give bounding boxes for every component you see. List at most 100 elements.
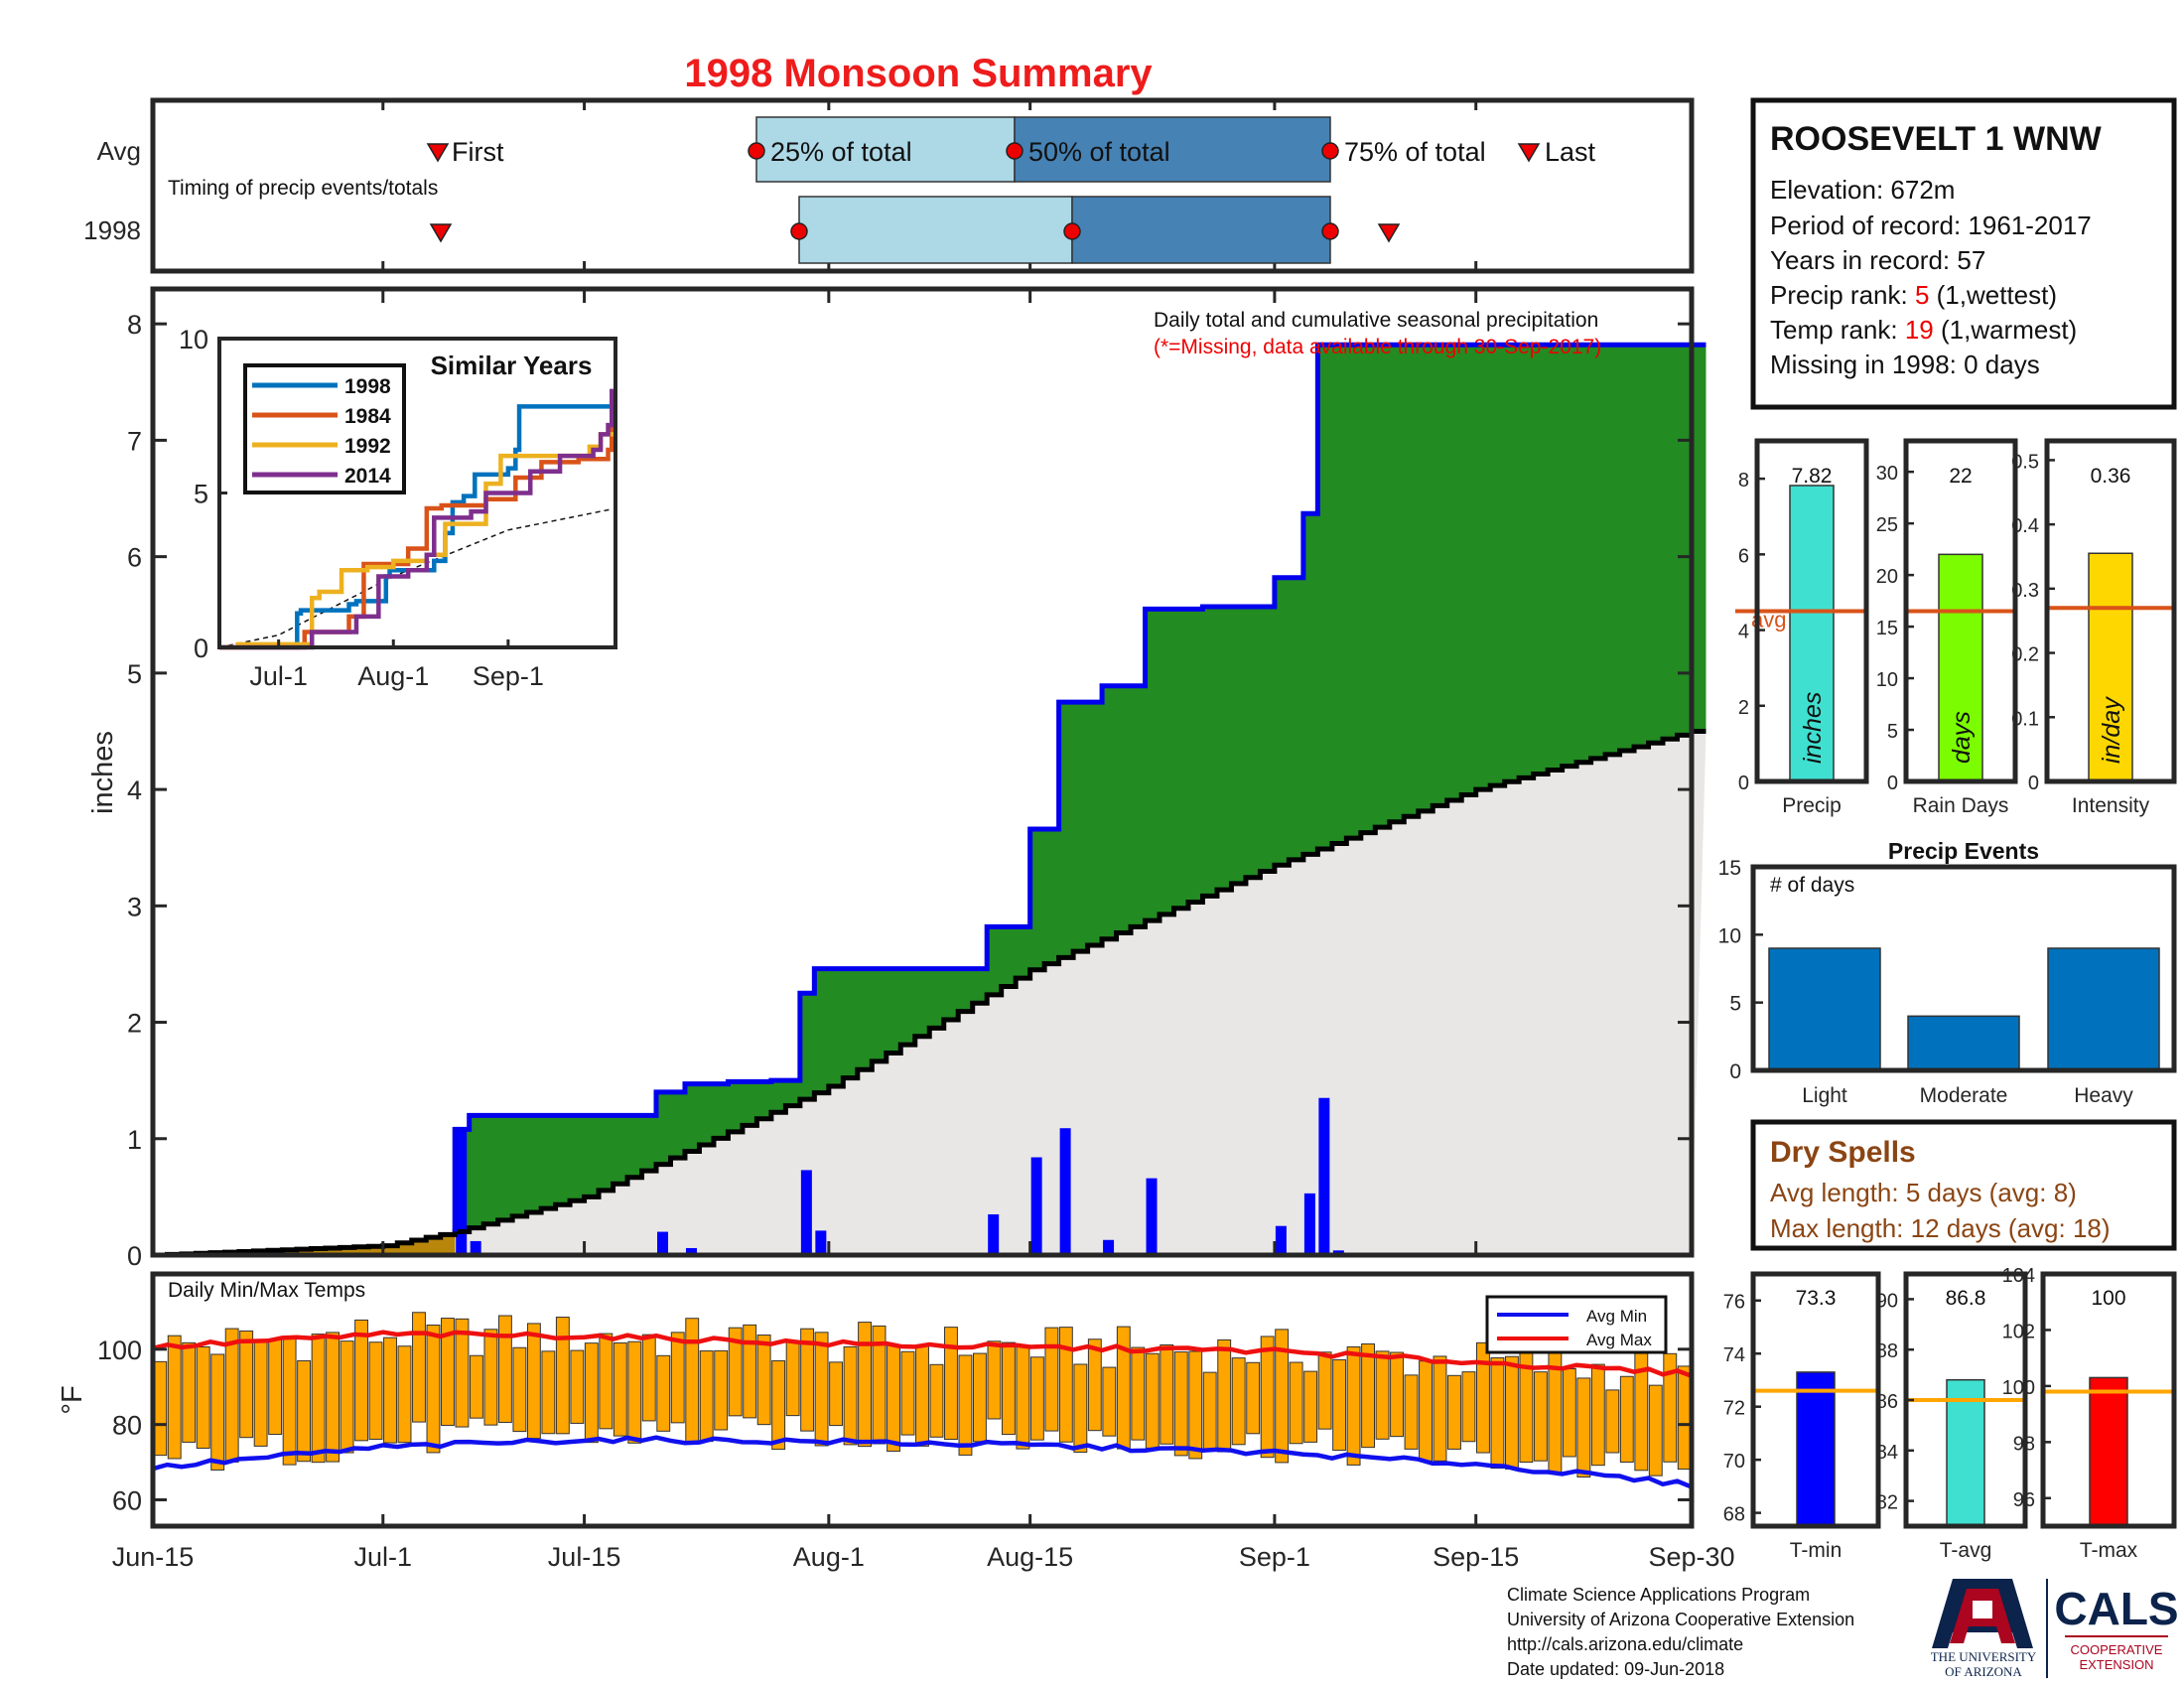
summary-ytick-label: 5	[1887, 721, 1898, 743]
daily-precip-bar	[657, 1231, 669, 1255]
early-season-area	[153, 1234, 456, 1255]
timing-row-year-label: 1998	[83, 215, 141, 245]
daily-temp-bar	[1677, 1365, 1692, 1471]
summary-ytick-label: 10	[1876, 669, 1898, 691]
daily-temp-bar	[311, 1334, 326, 1464]
precip-ytick-label: 7	[127, 426, 142, 456]
daily-temp-bar	[1590, 1363, 1605, 1467]
events-title: Precip Events	[1888, 838, 2039, 864]
daily-temp-bar	[1605, 1389, 1620, 1454]
daily-temp-bar	[541, 1350, 556, 1435]
daily-temp-bar	[1001, 1341, 1016, 1436]
daily-temp-bar	[1476, 1341, 1490, 1454]
daily-temp-bar	[1160, 1344, 1174, 1445]
temp-summary-xlabel: T-avg	[1940, 1539, 1992, 1562]
timing-panel: Avg 1998 Timing of precip events/totals …	[83, 97, 1695, 274]
temp-summary-ytick-label: 72	[1723, 1398, 1745, 1420]
timing-last-label: Last	[1545, 137, 1596, 167]
temp-summary-ytick-label: 82	[1876, 1492, 1898, 1514]
temps-legend-min: Avg Min	[1586, 1307, 1647, 1326]
avg-max-line	[152, 1330, 1693, 1378]
events-xlabel: Light	[1802, 1084, 1847, 1107]
event-bar-moderate	[1907, 1015, 2020, 1071]
station-precip-rank: Precip rank: 5 (1,wettest)	[1770, 280, 2057, 310]
daily-temp-bar	[714, 1349, 729, 1431]
temp-summary-bar	[1946, 1378, 1985, 1527]
station-name: ROOSEVELT 1 WNW	[1770, 120, 2103, 158]
timing-year-first-marker	[429, 223, 453, 243]
credit-line-2: University of Arizona Cooperative Extens…	[1507, 1610, 1855, 1629]
daily-temp-bar	[958, 1354, 973, 1456]
summary-bar-value: 22	[1949, 465, 1972, 488]
daily-temp-bar	[426, 1325, 441, 1454]
precip-ytick-label: 5	[127, 659, 142, 689]
daily-temp-bar	[483, 1329, 498, 1426]
daily-temp-bar	[814, 1332, 829, 1447]
summary-ytick-label: 15	[1876, 618, 1898, 639]
daily-temp-bar	[1346, 1345, 1361, 1466]
inset-line-1984	[219, 394, 615, 650]
daily-temp-bar	[1433, 1355, 1447, 1462]
summary-bar-panel-intensity: in/day 0.36 0 0.1 0.2 0.3 0.4 0.5 Intensity	[2011, 438, 2177, 817]
summary-bar-unit: in/day	[2098, 696, 2125, 764]
daily-temp-bar	[383, 1336, 397, 1444]
timing-caption: Timing of precip events/totals	[168, 177, 438, 200]
timing-first-label: First	[452, 137, 504, 167]
daily-precip-bar	[1103, 1239, 1115, 1255]
summary-ytick-label: 0	[1887, 773, 1898, 794]
daily-temp-bar	[1303, 1370, 1318, 1443]
x-axis-date-label: Jul-15	[548, 1542, 621, 1572]
inset-legend-label: 2014	[344, 465, 391, 488]
daily-precip-bar	[815, 1230, 827, 1255]
daily-temp-bar	[1447, 1374, 1461, 1450]
daily-temp-bar	[843, 1345, 858, 1446]
precip-ytick-label: 0	[127, 1241, 142, 1271]
daily-temp-bar	[153, 1360, 168, 1457]
temp-summary-ytick-label: 86	[1876, 1391, 1898, 1413]
summary-ytick-label: 20	[1876, 566, 1898, 588]
credit-block: Climate Science Applications Program Uni…	[1507, 1583, 1854, 1682]
daily-temp-bar	[1102, 1366, 1117, 1437]
avg-cumulative-line	[153, 728, 1706, 1258]
daily-temp-bar	[1202, 1371, 1217, 1452]
daily-temp-bar	[455, 1318, 470, 1428]
daily-temp-bar	[555, 1317, 570, 1435]
cals-logo-text: CALS	[2054, 1583, 2178, 1634]
daily-temp-bar	[397, 1345, 412, 1444]
daily-temp-bar	[915, 1344, 929, 1447]
temps-ylabel: °F	[57, 1385, 88, 1414]
summary-ytick-label: 0.1	[2011, 708, 2039, 730]
daily-temp-bar	[1317, 1351, 1332, 1430]
temp-summary-ytick-label: 76	[1723, 1292, 1745, 1314]
ua-logo-line1: THE UNIVERSITY	[1931, 1649, 2037, 1664]
temps-legend: Avg Min Avg Max	[1485, 1295, 1668, 1354]
station-years: Years in record: 57	[1770, 245, 1985, 275]
summary-ytick-label: 0	[2028, 773, 2039, 794]
avg-min-line	[152, 1435, 1693, 1489]
daily-temp-bar	[1663, 1352, 1678, 1463]
daily-temp-bar	[570, 1349, 585, 1424]
daily-temp-bar	[268, 1338, 283, 1436]
daily-temp-bar	[1231, 1357, 1246, 1446]
inset-line-2014	[219, 388, 615, 650]
daily-temp-bar	[182, 1341, 197, 1443]
daily-temp-bar	[1217, 1338, 1232, 1453]
summary-ytick-label: 0.3	[2011, 580, 2039, 602]
temp-summary-panel-t-max: 100 96 98 100 102 104 T-max	[2002, 1265, 2177, 1562]
avg-cumulative-area	[153, 731, 1706, 1255]
daily-temp-bar	[1619, 1375, 1634, 1464]
temp-summary-bar	[2089, 1376, 2128, 1527]
cals-logo-line1: COOPERATIVE	[2071, 1642, 2163, 1657]
daily-precip-bar	[470, 1240, 481, 1255]
summary-bar	[1938, 553, 1983, 782]
cals-logo-line2: EXTENSION	[2079, 1657, 2153, 1672]
x-axis-date-label: Aug-15	[987, 1542, 1073, 1572]
daily-temp-bar	[340, 1340, 354, 1454]
daily-temp-bar	[196, 1345, 210, 1449]
timing-avg-box-50-75	[1014, 116, 1331, 183]
daily-temp-bar	[743, 1324, 757, 1419]
daily-temp-bar	[1044, 1327, 1059, 1432]
